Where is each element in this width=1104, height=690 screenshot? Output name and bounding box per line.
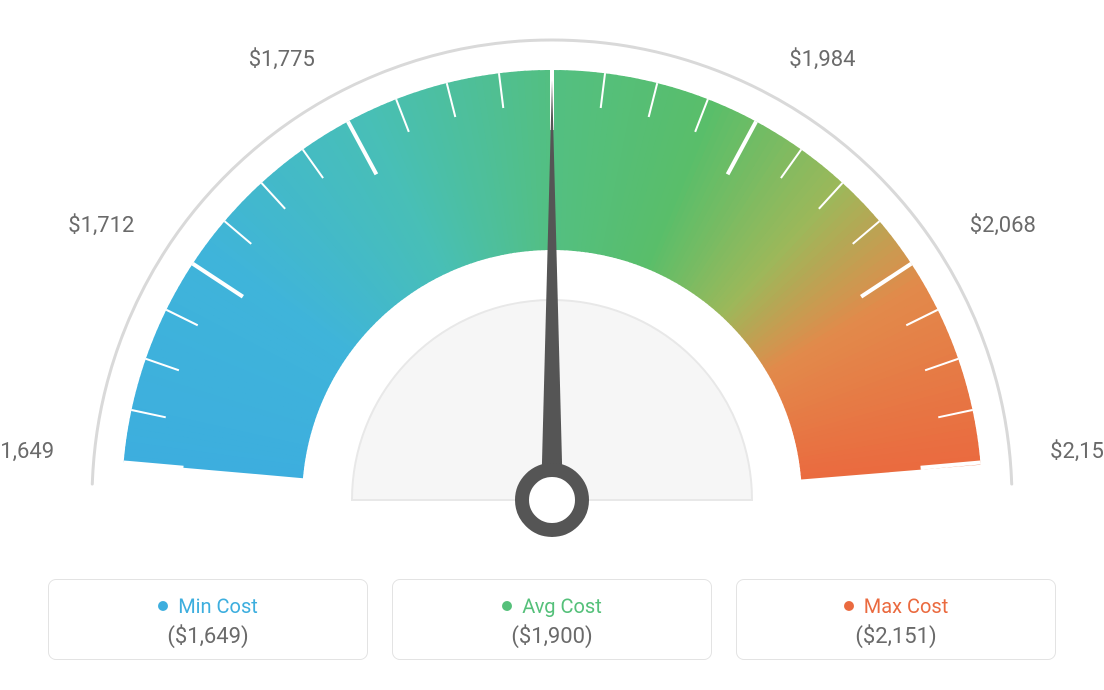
min-cost-label: Min Cost: [178, 594, 258, 618]
gauge-chart: $1,649$1,712$1,775$1,900$1,984$2,068$2,1…: [0, 0, 1104, 560]
max-cost-title: Max Cost: [844, 594, 949, 618]
gauge-tick-label: $1,712: [68, 213, 134, 238]
avg-cost-dot-icon: [502, 601, 512, 611]
max-cost-card: Max Cost ($2,151): [736, 579, 1056, 660]
cost-cards-row: Min Cost ($1,649) Avg Cost ($1,900) Max …: [0, 579, 1104, 660]
max-cost-dot-icon: [844, 601, 854, 611]
min-cost-dot-icon: [158, 601, 168, 611]
max-cost-label: Max Cost: [864, 594, 949, 618]
gauge-tick-label: $2,068: [970, 213, 1036, 238]
min-cost-title: Min Cost: [158, 594, 258, 618]
gauge-tick-label: $1,984: [789, 47, 855, 72]
gauge-tick-label: $1,649: [0, 439, 54, 464]
gauge-tick-label: $2,151: [1050, 439, 1104, 464]
min-cost-card: Min Cost ($1,649): [48, 579, 368, 660]
gauge-svg: [0, 0, 1104, 560]
avg-cost-label: Avg Cost: [522, 594, 602, 618]
min-cost-value: ($1,649): [167, 624, 248, 649]
max-cost-value: ($2,151): [855, 624, 936, 649]
avg-cost-card: Avg Cost ($1,900): [392, 579, 712, 660]
gauge-tick-label: $1,775: [249, 47, 315, 72]
avg-cost-value: ($1,900): [511, 624, 592, 649]
avg-cost-title: Avg Cost: [502, 594, 602, 618]
